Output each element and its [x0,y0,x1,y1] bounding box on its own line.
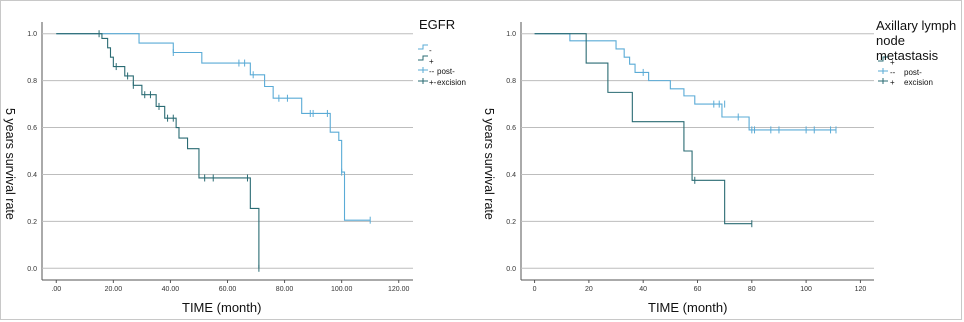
left-legend-entry-neg-censored: -- [429,67,435,76]
y-tick-label: 0.0 [27,266,37,273]
left-legend-title: EGFR [419,17,456,32]
x-tick-label: 120 [855,286,867,293]
x-tick-label: 80.00 [276,286,294,293]
left-legend-entry-pos-censored: +- [429,78,437,87]
left-y-axis-label: 5 years survival rate [3,108,17,220]
right-legend-excision-label: excision [904,78,933,87]
x-tick-label: 100.00 [331,286,353,293]
x-tick-label: 40.00 [162,286,180,293]
y-tick-label: 0.4 [27,172,37,179]
x-tick-label: 20.00 [105,286,123,293]
x-tick-label: 40 [639,286,647,293]
x-tick-label: 100 [800,286,812,293]
x-tick-label: 80 [748,286,756,293]
survival-curve-negative [56,33,371,221]
y-tick-label: 0.2 [27,219,37,226]
x-tick-label: 60.00 [219,286,237,293]
left-legend-post-label: post- [437,67,455,76]
right-x-axis-label: TIME (month) [648,300,728,315]
right-legend-title-line1: Axillary lymph [876,18,957,33]
y-tick-label: 0.6 [506,125,516,132]
right-legend-post-label: post- [904,68,922,77]
left-legend-excision-label: excision [437,78,466,87]
y-tick-label: 0.6 [27,125,37,132]
right-legend-title-line2: node metastasis [876,33,939,63]
y-tick-label: 0.8 [27,78,37,85]
y-tick-label: 1.0 [27,31,37,38]
y-tick-label: 0.2 [506,219,516,226]
x-tick-label: 20 [585,286,593,293]
right-y-axis-label: 5 years survival rate [482,108,496,220]
legend-swatch-neg [418,44,428,50]
y-tick-label: 0.8 [506,78,516,85]
survival-curve-positive [534,33,752,225]
legend-swatch-pos [878,56,888,62]
survival-curve-negative [534,33,836,131]
x-tick-label: 0 [533,286,537,293]
left-legend-entry-neg: - [429,46,432,55]
x-tick-label: 120.00 [388,286,410,293]
survival-curve-positive [56,33,260,269]
x-tick-label: .00 [51,286,61,293]
left-x-axis-label: TIME (month) [182,300,262,315]
left-legend-entry-pos: + [429,57,434,66]
legend-swatch-pos [418,55,428,61]
right-legend-entry-neg-censored: -- [890,68,896,77]
right-legend-entry-pos: + [890,58,895,67]
y-tick-label: 0.0 [506,266,516,273]
y-tick-label: 1.0 [506,31,516,38]
x-tick-label: 60 [694,286,702,293]
right-legend-entry-pos-censored: + [890,78,895,87]
y-tick-label: 0.4 [506,172,516,179]
